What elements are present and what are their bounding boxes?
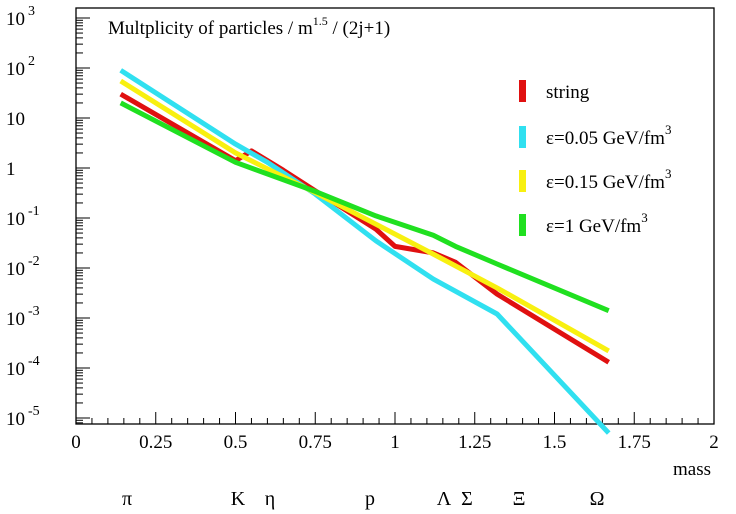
x-tick-label: 1.5: [543, 432, 567, 453]
x-axis-label: mass: [673, 459, 711, 480]
y-tick-exponent: -2: [28, 254, 40, 269]
y-tick-label: 10 -3: [6, 304, 40, 330]
y-tick-label: 1: [6, 159, 16, 180]
legend-swatch: [519, 126, 526, 148]
legend-label-sup: 3: [665, 166, 672, 181]
series-line-1: [119, 68, 611, 435]
legend-label-main: ε=0.15 GeV/fm: [546, 172, 665, 193]
y-tick-exponent: -1: [28, 204, 40, 219]
legend-label: ε=1 GeV/fm3: [546, 210, 648, 237]
y-tick-label: 10 -1: [6, 204, 40, 230]
y-tick-base: 1: [6, 159, 16, 180]
x-tick-label: 2: [709, 432, 719, 453]
x-tick-label: 0.5: [224, 432, 248, 453]
series-line-2: [119, 78, 610, 354]
y-tick-exponent: 3: [28, 4, 35, 19]
x-axis: 0 0.25 0.5 0.75 1 1.25 1.5 1.75 2: [71, 412, 719, 453]
y-tick-label: 10 -5: [6, 404, 40, 430]
series-line-3: [119, 100, 610, 314]
y-tick-base: 10: [6, 109, 25, 130]
y-tick-base: 10: [6, 209, 25, 230]
y-tick-exponent: -4: [28, 354, 40, 369]
y-tick-exponent: 2: [28, 54, 35, 69]
legend-swatch: [519, 80, 526, 102]
legend-label-sup: 3: [665, 122, 672, 137]
particle-label: π: [122, 488, 132, 510]
y-tick-label: 10 -4: [6, 354, 40, 380]
x-tick-label: 0.75: [299, 432, 332, 453]
particle-label: η: [265, 488, 275, 510]
particle-label: p: [365, 488, 375, 510]
particle-label: Σ: [461, 488, 473, 510]
legend-label: ε=0.15 GeV/fm3: [546, 166, 671, 193]
y-tick-base: 10: [6, 359, 25, 380]
y-tick-base: 10: [6, 309, 25, 330]
particle-label: Ω: [590, 488, 605, 510]
y-tick-base: 10: [6, 59, 25, 80]
y-tick-exponent: -3: [28, 304, 40, 319]
chart-title-tail: / (2j+1): [328, 18, 390, 39]
legend-label: ε=0.05 GeV/fm3: [546, 122, 671, 149]
y-tick-label: 10: [6, 109, 25, 130]
y-tick-base: 10: [6, 9, 25, 30]
legend-label-sup: 3: [641, 210, 648, 225]
y-tick-label: 10 2: [6, 54, 35, 80]
particle-label: K: [231, 488, 246, 510]
particle-label: Λ: [437, 488, 452, 510]
y-tick-label: 10 3: [6, 4, 35, 30]
legend-swatch: [519, 214, 526, 236]
x-tick-label: 1: [390, 432, 400, 453]
x-tick-label: 0: [71, 432, 81, 453]
chart-title-sup: 1.5: [313, 14, 328, 28]
chart-title-main: Multplicity of particles / m: [108, 18, 313, 39]
x-tick-label: 1.25: [458, 432, 491, 453]
y-tick-base: 10: [6, 409, 25, 430]
series-lines: [119, 68, 611, 435]
legend-label-main: ε=0.05 GeV/fm: [546, 128, 665, 149]
legend-label: string: [546, 82, 590, 103]
x-tick-label: 1.75: [618, 432, 651, 453]
y-tick-exponent: -5: [28, 404, 40, 419]
particle-label: Ξ: [513, 488, 526, 510]
x-tick-label: 0.25: [139, 432, 172, 453]
legend-swatch: [519, 170, 526, 192]
y-tick-base: 10: [6, 259, 25, 280]
y-tick-label: 10 -2: [6, 254, 40, 280]
legend-label-main: string: [546, 82, 590, 103]
legend-label-main: ε=1 GeV/fm: [546, 216, 641, 237]
chart-title: Multplicity of particles / m1.5 / (2j+1): [108, 14, 390, 39]
